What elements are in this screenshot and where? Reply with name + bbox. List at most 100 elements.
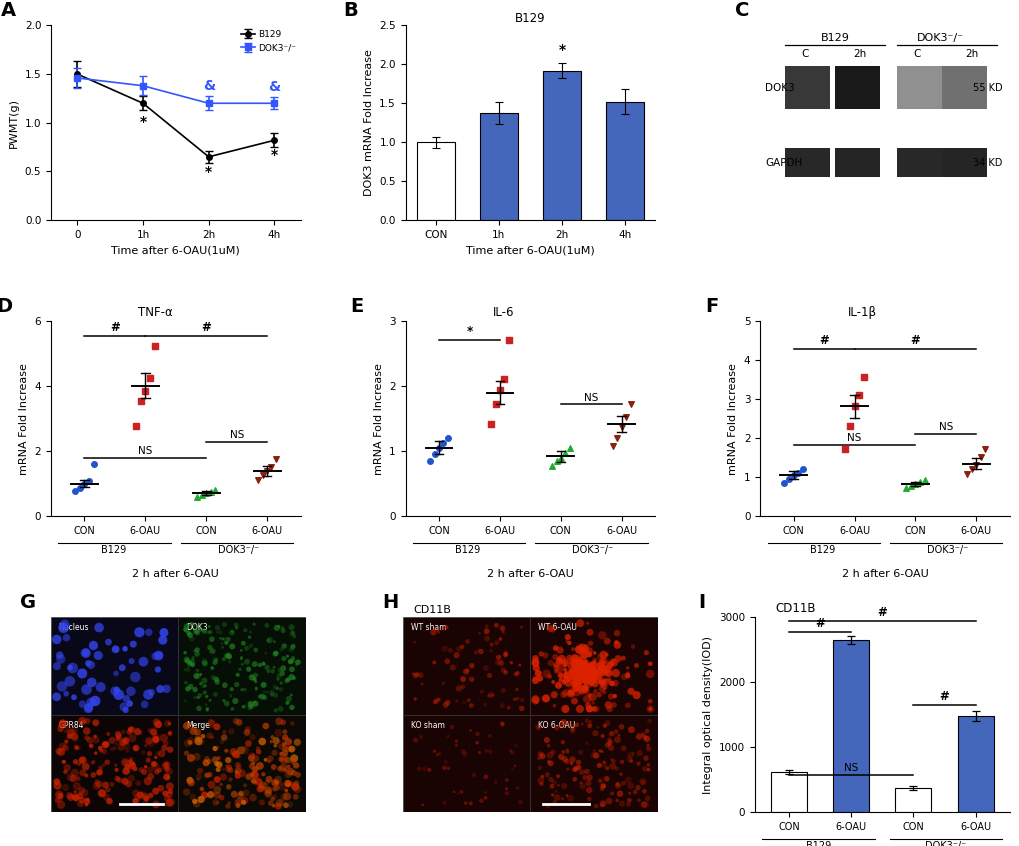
Point xyxy=(200,625,216,639)
Text: NS: NS xyxy=(138,446,153,456)
Point xyxy=(600,667,616,680)
Point xyxy=(213,791,229,805)
Point xyxy=(135,798,151,811)
Point xyxy=(201,620,217,634)
Point xyxy=(639,792,655,805)
Point xyxy=(119,760,136,773)
Point xyxy=(530,751,546,765)
Point xyxy=(196,624,212,638)
Point xyxy=(244,750,260,763)
Point xyxy=(567,656,583,669)
Point xyxy=(176,646,193,660)
Point xyxy=(562,665,579,678)
Point xyxy=(576,659,592,673)
Point xyxy=(271,796,287,810)
Point xyxy=(448,648,465,662)
Point xyxy=(276,750,292,764)
Point xyxy=(642,667,658,681)
Point xyxy=(579,665,595,678)
Point xyxy=(469,736,485,750)
Point xyxy=(583,661,599,674)
Point xyxy=(450,642,467,656)
Point xyxy=(209,621,225,634)
Point xyxy=(236,778,253,792)
Point xyxy=(117,703,133,717)
Point xyxy=(252,658,268,672)
Text: 2 h after 6-OAU: 2 h after 6-OAU xyxy=(841,569,927,579)
Point xyxy=(594,797,610,810)
Point xyxy=(233,766,250,780)
Point xyxy=(579,672,595,685)
Point xyxy=(579,665,595,678)
Point xyxy=(454,744,471,758)
Point xyxy=(218,744,234,757)
Point xyxy=(284,651,301,665)
Point xyxy=(570,659,586,673)
Point xyxy=(576,663,592,677)
Point xyxy=(62,771,78,784)
Point xyxy=(237,744,254,757)
Text: #: # xyxy=(110,321,119,334)
Point xyxy=(545,776,561,789)
Point xyxy=(506,693,523,706)
Point xyxy=(284,755,301,769)
Point xyxy=(552,750,569,764)
Point xyxy=(577,664,593,678)
Point xyxy=(114,661,130,674)
Point xyxy=(578,668,594,682)
Point xyxy=(190,725,206,739)
Point xyxy=(580,667,596,681)
Point xyxy=(222,689,238,702)
Point xyxy=(565,656,581,670)
Point xyxy=(576,667,592,680)
Point xyxy=(186,683,203,696)
Text: A: A xyxy=(1,1,16,19)
Point xyxy=(184,722,201,735)
Point xyxy=(181,656,198,669)
Text: GPR84: GPR84 xyxy=(59,721,85,729)
Point xyxy=(110,732,126,745)
Point xyxy=(631,794,647,807)
Point xyxy=(177,676,194,689)
Point xyxy=(264,730,280,744)
Point xyxy=(562,686,579,700)
FancyBboxPatch shape xyxy=(785,66,829,109)
Point xyxy=(608,626,625,640)
Point xyxy=(527,656,543,670)
Point xyxy=(93,680,109,694)
Point xyxy=(177,694,194,707)
Point xyxy=(209,783,225,796)
Point xyxy=(548,721,565,734)
Point xyxy=(577,663,593,677)
Point xyxy=(596,664,612,678)
Point xyxy=(437,698,453,711)
Point xyxy=(578,667,594,681)
Point xyxy=(89,775,105,788)
Text: B129: B129 xyxy=(515,13,545,25)
Point xyxy=(607,761,624,775)
Point xyxy=(136,655,152,668)
Point xyxy=(196,624,212,638)
Point xyxy=(436,642,452,656)
Text: NS: NS xyxy=(584,393,598,403)
Point xyxy=(580,647,596,661)
Point xyxy=(577,665,593,678)
Point xyxy=(637,751,653,765)
Point xyxy=(197,788,213,802)
Point xyxy=(78,724,95,738)
Point xyxy=(58,687,74,700)
Point xyxy=(276,738,292,751)
Point xyxy=(530,721,546,734)
Point xyxy=(530,667,546,680)
Point xyxy=(623,722,639,736)
Point xyxy=(79,793,96,806)
Point xyxy=(577,663,593,677)
Point xyxy=(604,439,621,453)
Text: #: # xyxy=(201,321,211,334)
Point xyxy=(562,662,579,675)
Point xyxy=(196,673,212,687)
Point xyxy=(268,733,284,747)
Point xyxy=(579,665,595,678)
Point xyxy=(620,773,636,787)
Text: 55 KD: 55 KD xyxy=(972,83,1002,93)
